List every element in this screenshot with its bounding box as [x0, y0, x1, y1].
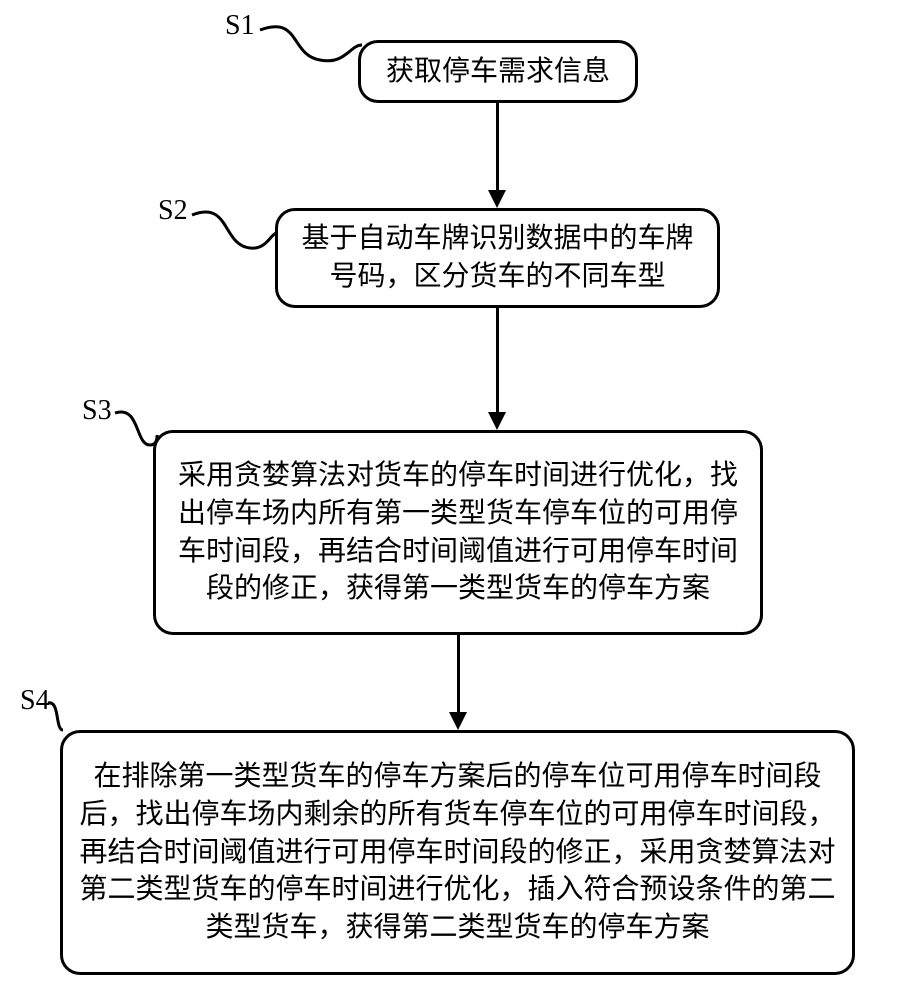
flow-node-text: 获取停车需求信息: [386, 53, 610, 91]
edge-1-2-line: [496, 103, 499, 190]
step-label-s3: S3: [82, 395, 112, 427]
flow-node-s4: 在排除第一类型货车的停车方案后的停车位可用停车时间段后，找出停车场内剩余的所有货…: [60, 730, 855, 975]
step-label-s4: S4: [20, 685, 50, 717]
step-label-s2: S2: [158, 195, 188, 227]
flow-node-s1: 获取停车需求信息: [358, 40, 638, 103]
edge-3-4-line: [457, 635, 460, 712]
edge-2-3-head: [488, 412, 506, 430]
edge-1-2-head: [488, 190, 506, 208]
edge-3-4-head: [449, 712, 467, 730]
flow-node-text: 在排除第一类型货车的停车方案后的停车位可用停车时间段后，找出停车场内剩余的所有货…: [77, 758, 838, 947]
flow-node-text: 基于自动车牌识别数据中的车牌号码，区分货车的不同车型: [292, 220, 703, 296]
flow-node-text: 采用贪婪算法对货车的停车时间进行优化，找出停车场内所有第一类型货车停车位的可用停…: [170, 457, 746, 608]
step-label-s1: S1: [225, 10, 255, 42]
edge-2-3-line: [496, 308, 499, 412]
flow-node-s2: 基于自动车牌识别数据中的车牌号码，区分货车的不同车型: [275, 208, 720, 308]
flowchart-canvas: S1 S2 S3 S4 获取停车需求信息 基于自动车牌识别数据中的车牌号码，区分…: [0, 0, 919, 1000]
flow-node-s3: 采用贪婪算法对货车的停车时间进行优化，找出停车场内所有第一类型货车停车位的可用停…: [153, 430, 763, 635]
